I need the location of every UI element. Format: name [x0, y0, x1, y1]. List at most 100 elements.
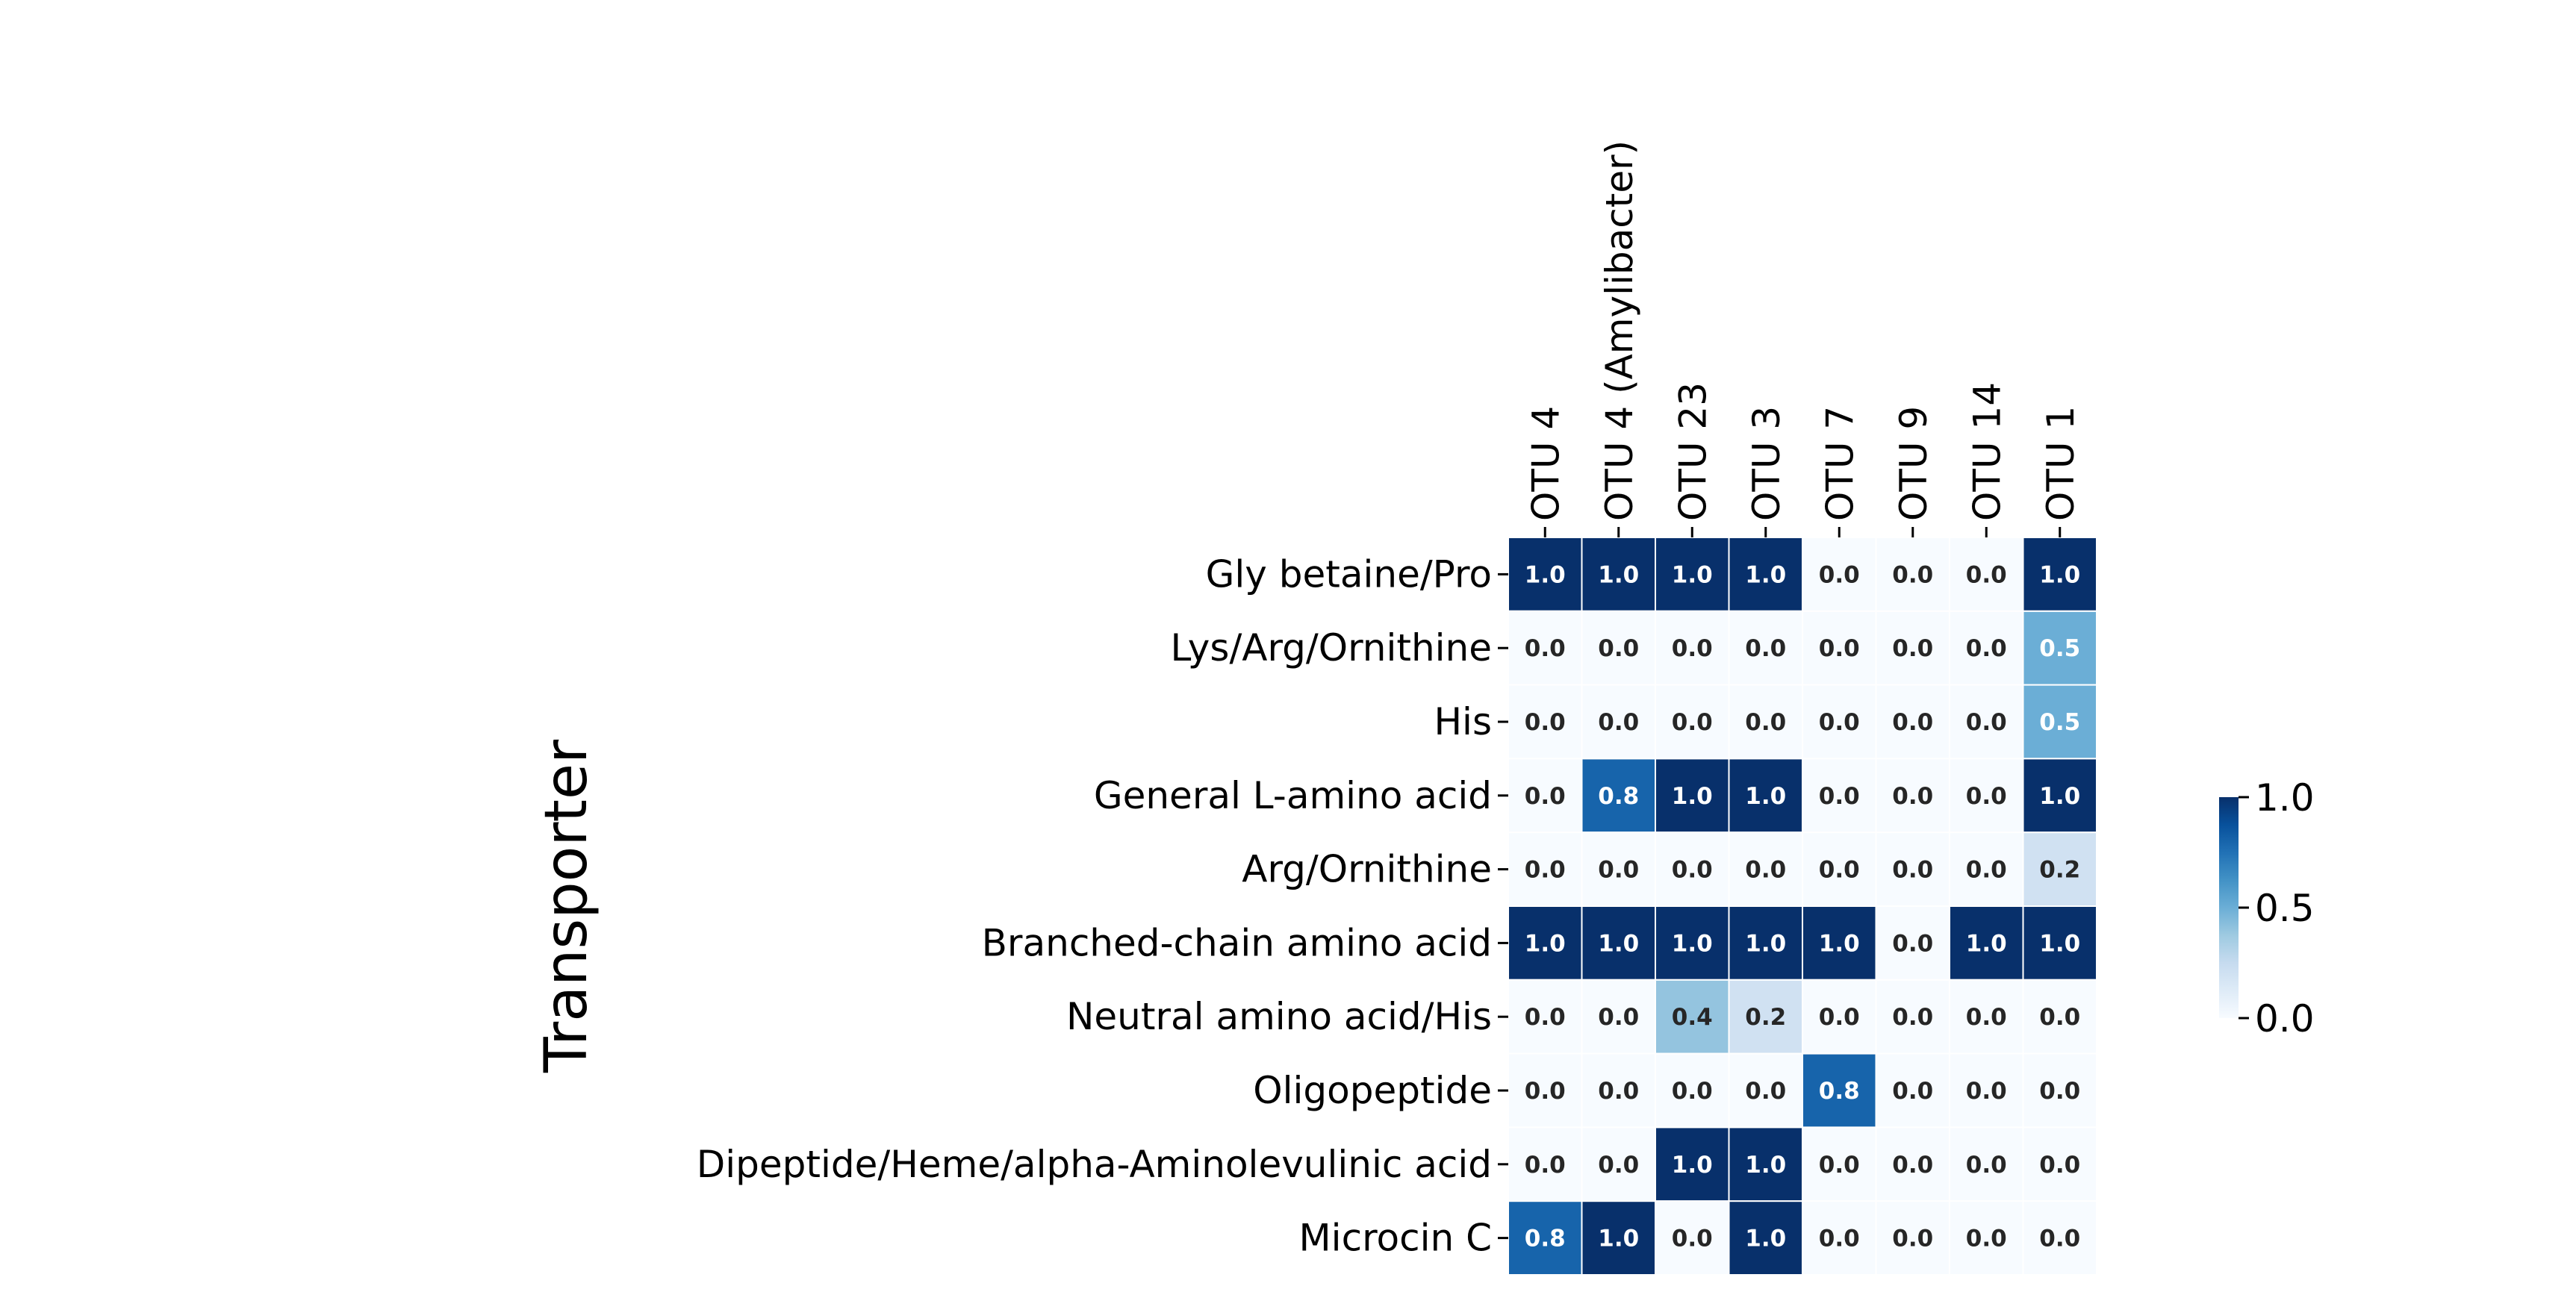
- heatmap-cell: [1655, 979, 1730, 1055]
- heatmap-cell: [1875, 979, 1950, 1055]
- row-label: Branched-chain amino acid: [982, 921, 1492, 964]
- cell-value-label: 0.0: [1819, 1152, 1860, 1179]
- cell-value-label: 0.0: [2039, 1152, 2080, 1179]
- column-label: OTU 4: [1524, 406, 1567, 521]
- column-label: OTU 23: [1671, 382, 1714, 521]
- cell-value-label: 0.0: [1819, 783, 1860, 810]
- cell-value-label: 0.0: [1819, 709, 1860, 736]
- cell-value-label: 0.0: [1745, 1078, 1786, 1105]
- cell-value-label: 0.0: [1525, 1078, 1566, 1105]
- cell-value-label: 1.0: [1672, 1152, 1713, 1179]
- cell-value-label: 0.0: [1598, 635, 1639, 662]
- cell-value-label: 1.0: [1745, 1152, 1786, 1179]
- cell-value-label: 1.0: [1598, 1226, 1639, 1252]
- cell-value-label: 0.0: [1745, 857, 1786, 884]
- cell-value-label: 0.5: [2039, 709, 2080, 736]
- row-label: Lys/Arg/Ornithine: [1171, 626, 1492, 670]
- cell-value-label: 0.0: [1966, 857, 2007, 884]
- cell-value-label: 0.0: [1598, 857, 1639, 884]
- cell-value-label: 0.2: [2039, 857, 2080, 884]
- cell-value-label: 0.0: [2039, 1078, 2080, 1105]
- cell-value-label: 0.0: [1892, 857, 1933, 884]
- cell-value-label: 0.0: [1819, 635, 1860, 662]
- cell-value-label: 0.8: [1819, 1078, 1860, 1105]
- column-label: OTU 14: [1965, 382, 2009, 521]
- cell-value-label: 1.0: [1745, 561, 1786, 588]
- cell-value-label: 0.0: [1966, 635, 2007, 662]
- cell-value-label: 0.0: [1892, 1226, 1933, 1252]
- heatmap-cell: [1728, 684, 1803, 760]
- cell-value-label: 0.0: [1892, 1152, 1933, 1179]
- row-label: Gly betaine/Pro: [1206, 552, 1492, 596]
- cell-value-label: 1.0: [1966, 930, 2007, 957]
- heatmap-cell: [2022, 1200, 2097, 1276]
- cell-value-label: 0.0: [1892, 561, 1933, 588]
- cell-value-label: 0.0: [1672, 709, 1713, 736]
- row-label: Neutral amino acid/His: [1066, 995, 1492, 1038]
- cell-value-label: 0.0: [1525, 783, 1566, 810]
- heatmap-cell: [1802, 1126, 1877, 1202]
- cell-value-label: 0.0: [1598, 1078, 1639, 1105]
- cell-value-label: 1.0: [1598, 561, 1639, 588]
- cell-value-label: 0.0: [1525, 1152, 1566, 1179]
- cell-value-label: 0.0: [1892, 1078, 1933, 1105]
- cell-value-label: 0.0: [1525, 1004, 1566, 1031]
- cell-value-label: 0.8: [1525, 1226, 1566, 1252]
- heatmap-cell: [1728, 610, 1803, 686]
- heatmap-cell: [1949, 905, 2024, 981]
- column-label: OTU 1: [2039, 406, 2082, 521]
- cell-value-label: 1.0: [1745, 930, 1786, 957]
- cell-value-label: 0.0: [1892, 930, 1933, 957]
- heatmap-cell: [2022, 1126, 2097, 1202]
- heatmap-cell: [2022, 610, 2097, 686]
- cell-value-label: 0.0: [1672, 1078, 1713, 1105]
- heatmap-cell: [1508, 1200, 1583, 1276]
- colorbar-tick-label: 0.5: [2255, 887, 2315, 930]
- heatmap-cell: [1508, 979, 1583, 1055]
- heatmap-cell: [1655, 1126, 1730, 1202]
- heatmap-cell: [1581, 905, 1656, 981]
- heatmap-cell: [1949, 1200, 2024, 1276]
- heatmap-cell: [1728, 758, 1803, 834]
- heatmap-cell: [1802, 979, 1877, 1055]
- heatmap-cell: [1581, 610, 1656, 686]
- cell-value-label: 1.0: [1745, 1226, 1786, 1252]
- cell-value-label: 0.0: [1892, 709, 1933, 736]
- column-labels: OTU 4 OTU 4 (Amylibacter) OTU 23 OTU 3 OTU 7…: [1524, 140, 2082, 537]
- cell-value-label: 0.0: [1819, 1226, 1860, 1252]
- row-label: Microcin C: [1299, 1217, 1492, 1260]
- heatmap-cell: [1802, 1052, 1877, 1129]
- cell-value-label: 0.0: [1966, 783, 2007, 810]
- heatmap-cell: [1949, 831, 2024, 907]
- cell-value-label: 0.0: [1966, 1152, 2007, 1179]
- cell-value-label: 0.0: [2039, 1226, 2080, 1252]
- cell-value-label: 0.0: [1672, 635, 1713, 662]
- heatmap-cell: [1802, 905, 1877, 981]
- cell-value-label: 0.0: [1966, 1004, 2007, 1031]
- cell-value-label: 0.0: [1598, 1004, 1639, 1031]
- cell-value-label: 0.0: [1966, 1078, 2007, 1105]
- heatmap-cell: [1581, 979, 1656, 1055]
- cell-value-label: 1.0: [1672, 561, 1713, 588]
- y-axis-label: Transporter: [533, 739, 600, 1073]
- cell-value-label: 0.5: [2039, 635, 2080, 662]
- cell-value-label: 0.0: [1525, 635, 1566, 662]
- cell-value-label: 0.0: [1525, 857, 1566, 884]
- heatmap-cell: [1949, 684, 2024, 760]
- heatmap-cell: [1728, 831, 1803, 907]
- heatmap-cell: [1875, 610, 1950, 686]
- heatmap-cell: [1802, 758, 1877, 834]
- colorbar-tick-label: 0.0: [2255, 997, 2315, 1040]
- column-label: OTU 4 (Amylibacter): [1598, 140, 1641, 521]
- cell-value-label: 0.0: [1819, 561, 1860, 588]
- cell-value-label: 0.0: [2039, 1004, 2080, 1031]
- heatmap-cell: [1655, 684, 1730, 760]
- cell-value-label: 0.0: [1892, 635, 1933, 662]
- cell-value-label: 0.0: [1745, 709, 1786, 736]
- heatmap-cell: [1949, 979, 2024, 1055]
- heatmap-cell: [1875, 684, 1950, 760]
- heatmap-cell: [2022, 537, 2097, 612]
- column-label: OTU 3: [1745, 406, 1788, 521]
